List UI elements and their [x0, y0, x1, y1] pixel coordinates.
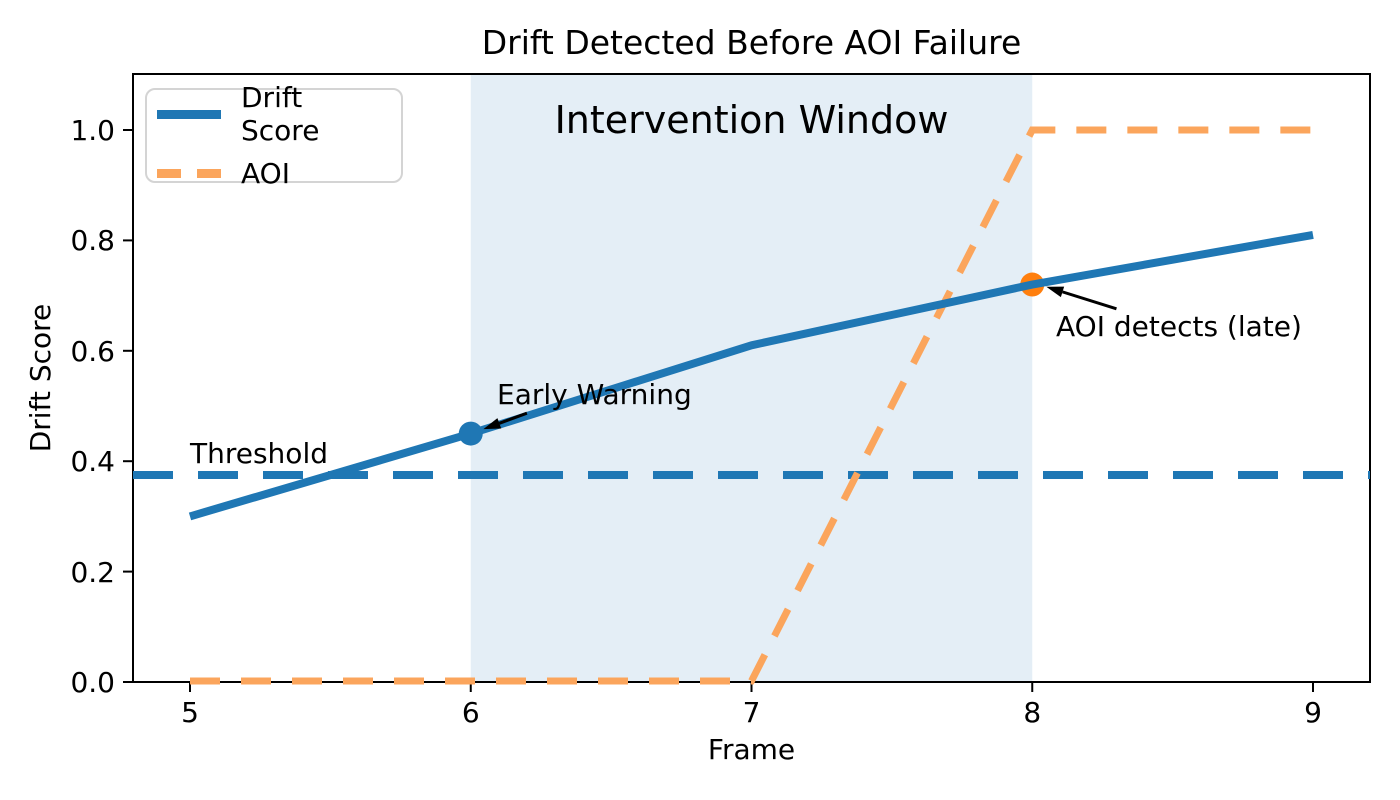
- annotation-arrow-shaft-1: [1062, 290, 1117, 311]
- x-axis-label: Frame: [707, 733, 796, 766]
- y-tick-label: 0.2: [70, 555, 115, 589]
- threshold-label: Threshold: [190, 437, 328, 470]
- x-tick-label: 6: [461, 696, 480, 729]
- x-tick-label: 8: [1023, 696, 1042, 729]
- legend: Drift Score AOI: [145, 81, 403, 190]
- early-warning-annotation: Early Warning: [497, 378, 692, 411]
- y-tick-label: 0.6: [70, 334, 115, 368]
- y-tick-label: 1.0: [70, 114, 115, 147]
- aoi-detects-annotation: AOI detects (late): [1056, 310, 1302, 343]
- drift-score-line-swatch: [157, 109, 221, 119]
- annotation-arrow-head-1: [1046, 286, 1065, 298]
- legend-item-drift-score: Drift Score: [157, 81, 387, 147]
- legend-item-aoi: AOI: [157, 157, 387, 190]
- early-warning-marker: [458, 421, 483, 446]
- chart-title: Drift Detected Before AOI Failure: [481, 23, 1022, 62]
- y-tick-label: 0.0: [70, 666, 115, 699]
- y-tick-label: 0.8: [70, 224, 115, 258]
- x-tick-label: 5: [181, 696, 199, 729]
- annotation-arrow-head-0: [483, 418, 502, 430]
- y-axis-label: Drift Score: [23, 303, 57, 453]
- aoi-line: [190, 126, 1313, 685]
- intervention-window-label: Intervention Window: [554, 98, 949, 142]
- aoi-line-swatch: [157, 169, 221, 178]
- legend-label-drift-score: Drift Score: [241, 81, 320, 147]
- annotation-arrow-shaft-0: [498, 411, 528, 425]
- legend-label-aoi: AOI: [241, 157, 290, 190]
- y-tick-label: 0.4: [70, 445, 115, 479]
- intervention-window-region: [470, 74, 1033, 682]
- x-tick-label: 7: [742, 696, 761, 729]
- x-tick-label: 9: [1304, 696, 1322, 729]
- drift-score-line: [188, 230, 1314, 521]
